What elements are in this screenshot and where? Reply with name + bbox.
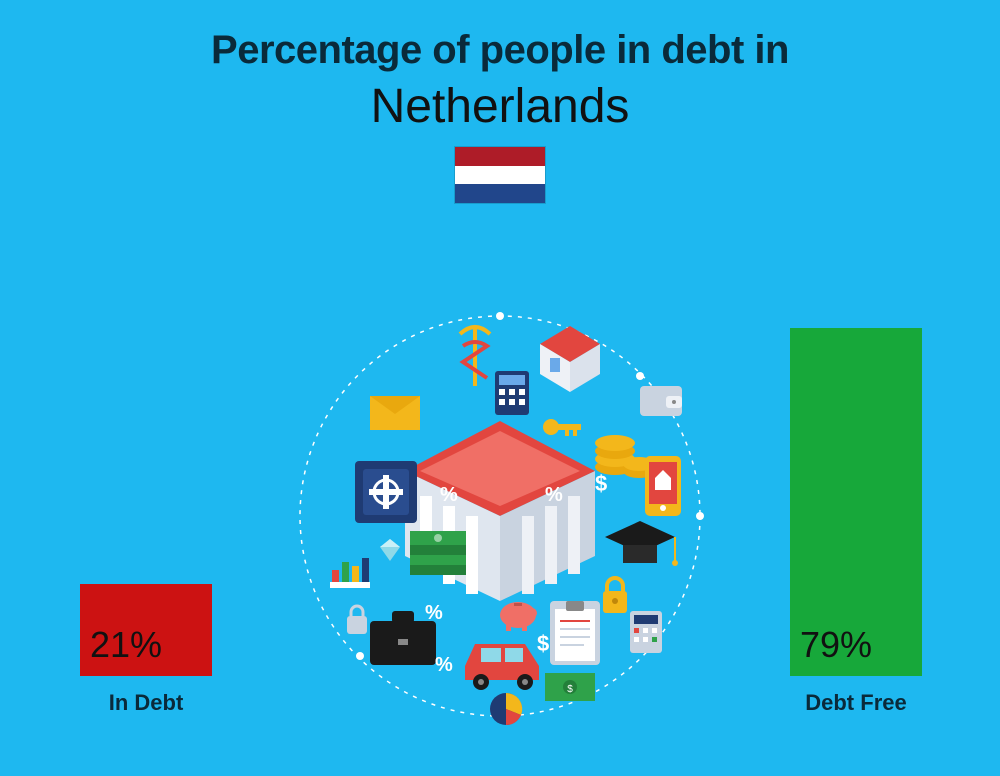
calculator-small-icon [630, 611, 662, 653]
orbit-dot-icon [636, 372, 644, 380]
calculator-icon [495, 371, 529, 415]
bar-in-debt: 21% In Debt [80, 584, 212, 716]
diamond-icon [380, 539, 400, 561]
percent-sign-icon: % [425, 602, 443, 624]
svg-text:$: $ [567, 684, 573, 695]
caduceus-icon [460, 326, 490, 386]
bar-in-debt-rect: 21% [80, 584, 212, 676]
chart-area: 21% In Debt 79% Debt Free [0, 216, 1000, 776]
graduation-cap-icon [605, 521, 678, 566]
bar-debt-free-label: Debt Free [790, 690, 922, 716]
padlock-gold-icon [603, 578, 627, 613]
bar-debt-free-rect: 79% [790, 328, 922, 676]
bar-in-debt-value: 21% [90, 624, 162, 666]
bar-debt-free-value: 79% [800, 624, 872, 666]
flag-stripe-middle [455, 166, 545, 185]
wallet-icon [640, 386, 682, 416]
finance-illustration: % % % % $ $ [285, 301, 715, 731]
cash-note-icon: $ [545, 673, 595, 701]
dollar-sign-icon: $ [595, 471, 607, 496]
percent-sign-icon: % [440, 484, 458, 506]
piggy-bank-icon [500, 602, 537, 631]
envelope-icon [370, 396, 420, 430]
orbit-dot-icon [496, 312, 504, 320]
orbit-dot-icon [696, 512, 704, 520]
bar-debt-free: 79% Debt Free [790, 328, 922, 716]
page-title: Percentage of people in debt in [0, 0, 1000, 73]
bar-in-debt-label: In Debt [80, 690, 212, 716]
country-name: Netherlands [0, 79, 1000, 134]
clipboard-icon [550, 601, 600, 665]
car-icon [465, 644, 539, 690]
orbit-dot-icon [356, 652, 364, 660]
cash-stack-icon [410, 531, 466, 575]
house-icon [540, 326, 600, 392]
bar-chart-icon [330, 558, 370, 588]
flag-stripe-bottom [455, 184, 545, 203]
percent-sign-icon: % [435, 654, 453, 676]
phone-icon [645, 456, 681, 516]
key-icon [543, 419, 581, 436]
pie-chart-icon [490, 693, 522, 725]
country-flag [454, 146, 546, 204]
dollar-sign-icon: $ [537, 631, 549, 656]
padlock-icon [347, 606, 367, 634]
safe-icon [355, 461, 417, 523]
percent-sign-icon: % [545, 484, 563, 506]
flag-stripe-top [455, 147, 545, 166]
